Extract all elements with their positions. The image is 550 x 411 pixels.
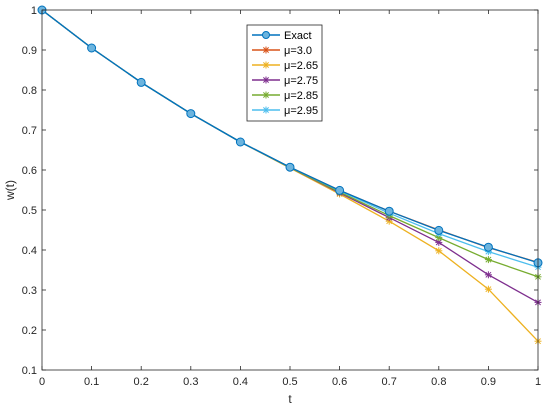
ticks-layer: 0 0.1 0.2 0.3 0.4 0.5 0.6 0.7 0.8 0.9 10.10.20.30.… xyxy=(22,5,541,388)
data-point-4-9 xyxy=(484,256,492,264)
data-point-2-8 xyxy=(435,247,443,255)
legend-marker-1 xyxy=(262,46,270,54)
x-tick-label-3: 0.3 xyxy=(183,376,198,388)
y-tick-label-6: 0.7 xyxy=(22,125,37,137)
legend-item-3: μ=2.75 xyxy=(252,75,318,87)
legend-marker-3 xyxy=(262,76,270,84)
legend-marker-0 xyxy=(262,31,270,39)
data-point-3-9 xyxy=(484,271,492,279)
x-axis-label: t xyxy=(288,392,292,406)
data-point-0-9 xyxy=(483,242,493,252)
x-tick-label-1: 0.1 xyxy=(84,376,99,388)
y-tick-label-1: 0.2 xyxy=(22,325,37,337)
data-point-0-4 xyxy=(235,137,245,147)
x-tick-label-4: 0.4 xyxy=(233,376,248,388)
legend-label-3: μ=2.75 xyxy=(284,75,318,87)
y-tick-label-2: 0.3 xyxy=(22,285,37,297)
x-tick-label-2: 0.2 xyxy=(134,376,149,388)
data-point-0-2 xyxy=(136,77,146,87)
data-point-0-3 xyxy=(186,109,196,119)
legend-item-2: μ=2.65 xyxy=(252,60,318,72)
legend: Exact μ=3.0 μ=2.65 μ=2.75 μ=2.85 μ=2.95 xyxy=(246,24,323,122)
y-tick-label-8: 0.9 xyxy=(22,45,37,57)
legend-item-5: μ=2.95 xyxy=(252,105,318,117)
x-tick-label-5: 0.5 xyxy=(282,376,297,388)
y-tick-label-0: 0.1 xyxy=(22,365,37,377)
data-point-0-5 xyxy=(285,162,295,172)
x-tick-label-8: 0.8 xyxy=(431,376,446,388)
x-tick-label-7: 0.7 xyxy=(382,376,397,388)
legend-label-2: μ=2.65 xyxy=(284,60,318,72)
y-tick-label-7: 0.8 xyxy=(22,85,37,97)
series-0 xyxy=(37,5,543,268)
x-tick-label-6: 0.6 xyxy=(332,376,347,388)
data-point-0-6 xyxy=(335,185,345,195)
legend-item-1: μ=3.0 xyxy=(252,45,312,57)
legend-marker-5 xyxy=(262,106,270,114)
legend-item-4: μ=2.85 xyxy=(252,90,318,102)
y-tick-label-4: 0.5 xyxy=(22,205,37,217)
y-tick-label-3: 0.4 xyxy=(22,245,37,257)
legend-label-4: μ=2.85 xyxy=(284,90,318,102)
y-axis-label: w(t) xyxy=(3,180,17,201)
legend-box xyxy=(246,24,323,122)
legend-label-5: μ=2.95 xyxy=(284,105,318,117)
y-tick-label-5: 0.6 xyxy=(22,165,37,177)
x-tick-label-10: 1 xyxy=(535,376,541,388)
data-point-3-8 xyxy=(435,238,443,246)
data-point-2-9 xyxy=(484,285,492,293)
data-point-0-1 xyxy=(87,43,97,53)
x-tick-label-9: 0.9 xyxy=(481,376,496,388)
legend-label-1: μ=3.0 xyxy=(284,45,312,57)
legend-label-0: Exact xyxy=(284,30,312,42)
legend-marker-2 xyxy=(262,61,270,69)
data-point-0-8 xyxy=(434,225,444,235)
legend-item-0: Exact xyxy=(252,30,312,42)
x-tick-label-0: 0 xyxy=(39,376,45,388)
y-tick-label-9: 1 xyxy=(31,5,37,17)
legend-marker-4 xyxy=(262,91,270,99)
data-point-0-7 xyxy=(384,206,394,216)
series-layer xyxy=(37,5,543,345)
